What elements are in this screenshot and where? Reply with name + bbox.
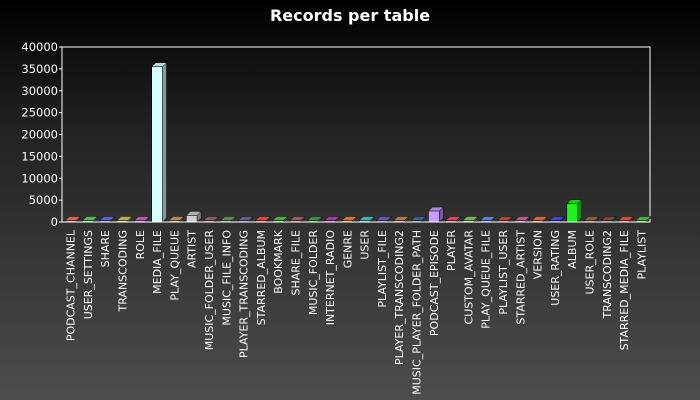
bar [427,206,444,223]
bar [393,216,410,223]
bar [255,216,271,223]
bar [289,216,306,223]
bar [583,216,600,223]
x-tick-label: BOOKMARK [272,229,285,294]
plot-frame [61,46,651,223]
x-tick-label: ALBUM [566,230,579,269]
y-tick-label: 35000 [21,62,58,76]
x-tick-label: MUSIC_FOLDER_USER [203,230,216,351]
bar-front [428,210,440,223]
bar [600,216,617,223]
bar-front [566,203,578,223]
bar [497,216,513,223]
x-tick-label: STARRED_MEDIA_FILE [618,230,631,350]
bar [272,216,289,223]
bar [151,62,167,223]
x-tick-label: USER [359,230,372,260]
bar [514,216,531,223]
bar [133,216,150,223]
bar-side [162,62,167,223]
bar [99,216,116,223]
x-tick-label: ARTIST [186,230,199,268]
y-tick-label: 10000 [21,171,58,185]
bar [635,216,652,223]
bar [306,216,323,223]
x-tick-label: STARRED_ALBUM [255,230,268,325]
x-tick-label: USER_SETTINGS [82,230,95,319]
x-tick-label: MUSIC_FILE_INFO [220,230,233,326]
x-tick-label: ROLE [134,230,147,259]
x-tick-label: STARRED_ARTIST [514,230,527,325]
bar [531,216,548,223]
x-tick-label: USER_RATING [549,230,562,306]
bar [220,216,237,223]
x-tick-label: USER_ROLE [583,230,596,295]
x-tick-label: MUSIC_FOLDER [307,230,320,315]
bar [64,216,81,223]
bar-front [186,215,198,223]
bar [410,216,427,223]
x-tick-label: PODCAST_EPISODE [428,230,441,336]
x-tick-label: TRANSCODING [117,230,130,312]
x-tick-label: GENRE [341,230,354,268]
y-tick-label: 20000 [21,128,58,142]
x-tick-label: PLAYLIST_FILE [376,230,389,308]
x-tick-label: PODCAST_CHANNEL [65,229,78,341]
bar [82,216,98,223]
bar [445,216,461,223]
bar [358,216,375,223]
x-tick-label: SHARE [99,230,112,267]
bar [168,216,185,223]
bar [479,216,496,223]
y-tick-label: 5000 [29,193,58,207]
x-tick-label: PLAYER_TRANSCODING [238,230,251,358]
x-tick-label: PLAYLIST_USER [497,230,510,315]
y-tick-label: 0 [51,215,58,229]
bar [203,216,219,223]
bar-front [151,66,163,223]
bar [618,216,634,223]
x-tick-label: PLAY_QUEUE [168,230,181,301]
x-tick-label: PLAY_QUEUE_FILE [480,230,493,329]
bar [341,216,358,223]
bar [116,216,133,223]
y-tick-label: 30000 [21,84,58,98]
bar [549,216,565,223]
x-tick-label: PLAYER [445,230,458,271]
x-tick-label: MUSIC_PLAYER_FOLDER_PATH [411,230,424,395]
x-tick-label: MEDIA_FILE [151,230,164,294]
x-tick-label: PLAYER_TRANSCODING2 [393,230,406,365]
y-tick-label: 15000 [21,149,58,163]
bar [237,216,254,223]
bar [566,199,583,223]
chart-title: Records per table [269,6,431,25]
x-tick-label: TRANSCODING2 [601,230,614,319]
x-tick-label: INTERNET_RADIO [324,230,337,326]
y-tick-label: 25000 [21,106,58,120]
bar [462,216,479,223]
bar [376,216,392,223]
bar [185,210,202,223]
x-tick-label: PLAYLIST [635,230,648,280]
x-tick-label: CUSTOM_AVATAR [462,230,475,325]
y-tick-label: 40000 [21,40,58,54]
bar [324,216,340,223]
x-tick-label: SHARE_FILE [289,230,302,296]
x-tick-label: VERSION [532,230,545,279]
